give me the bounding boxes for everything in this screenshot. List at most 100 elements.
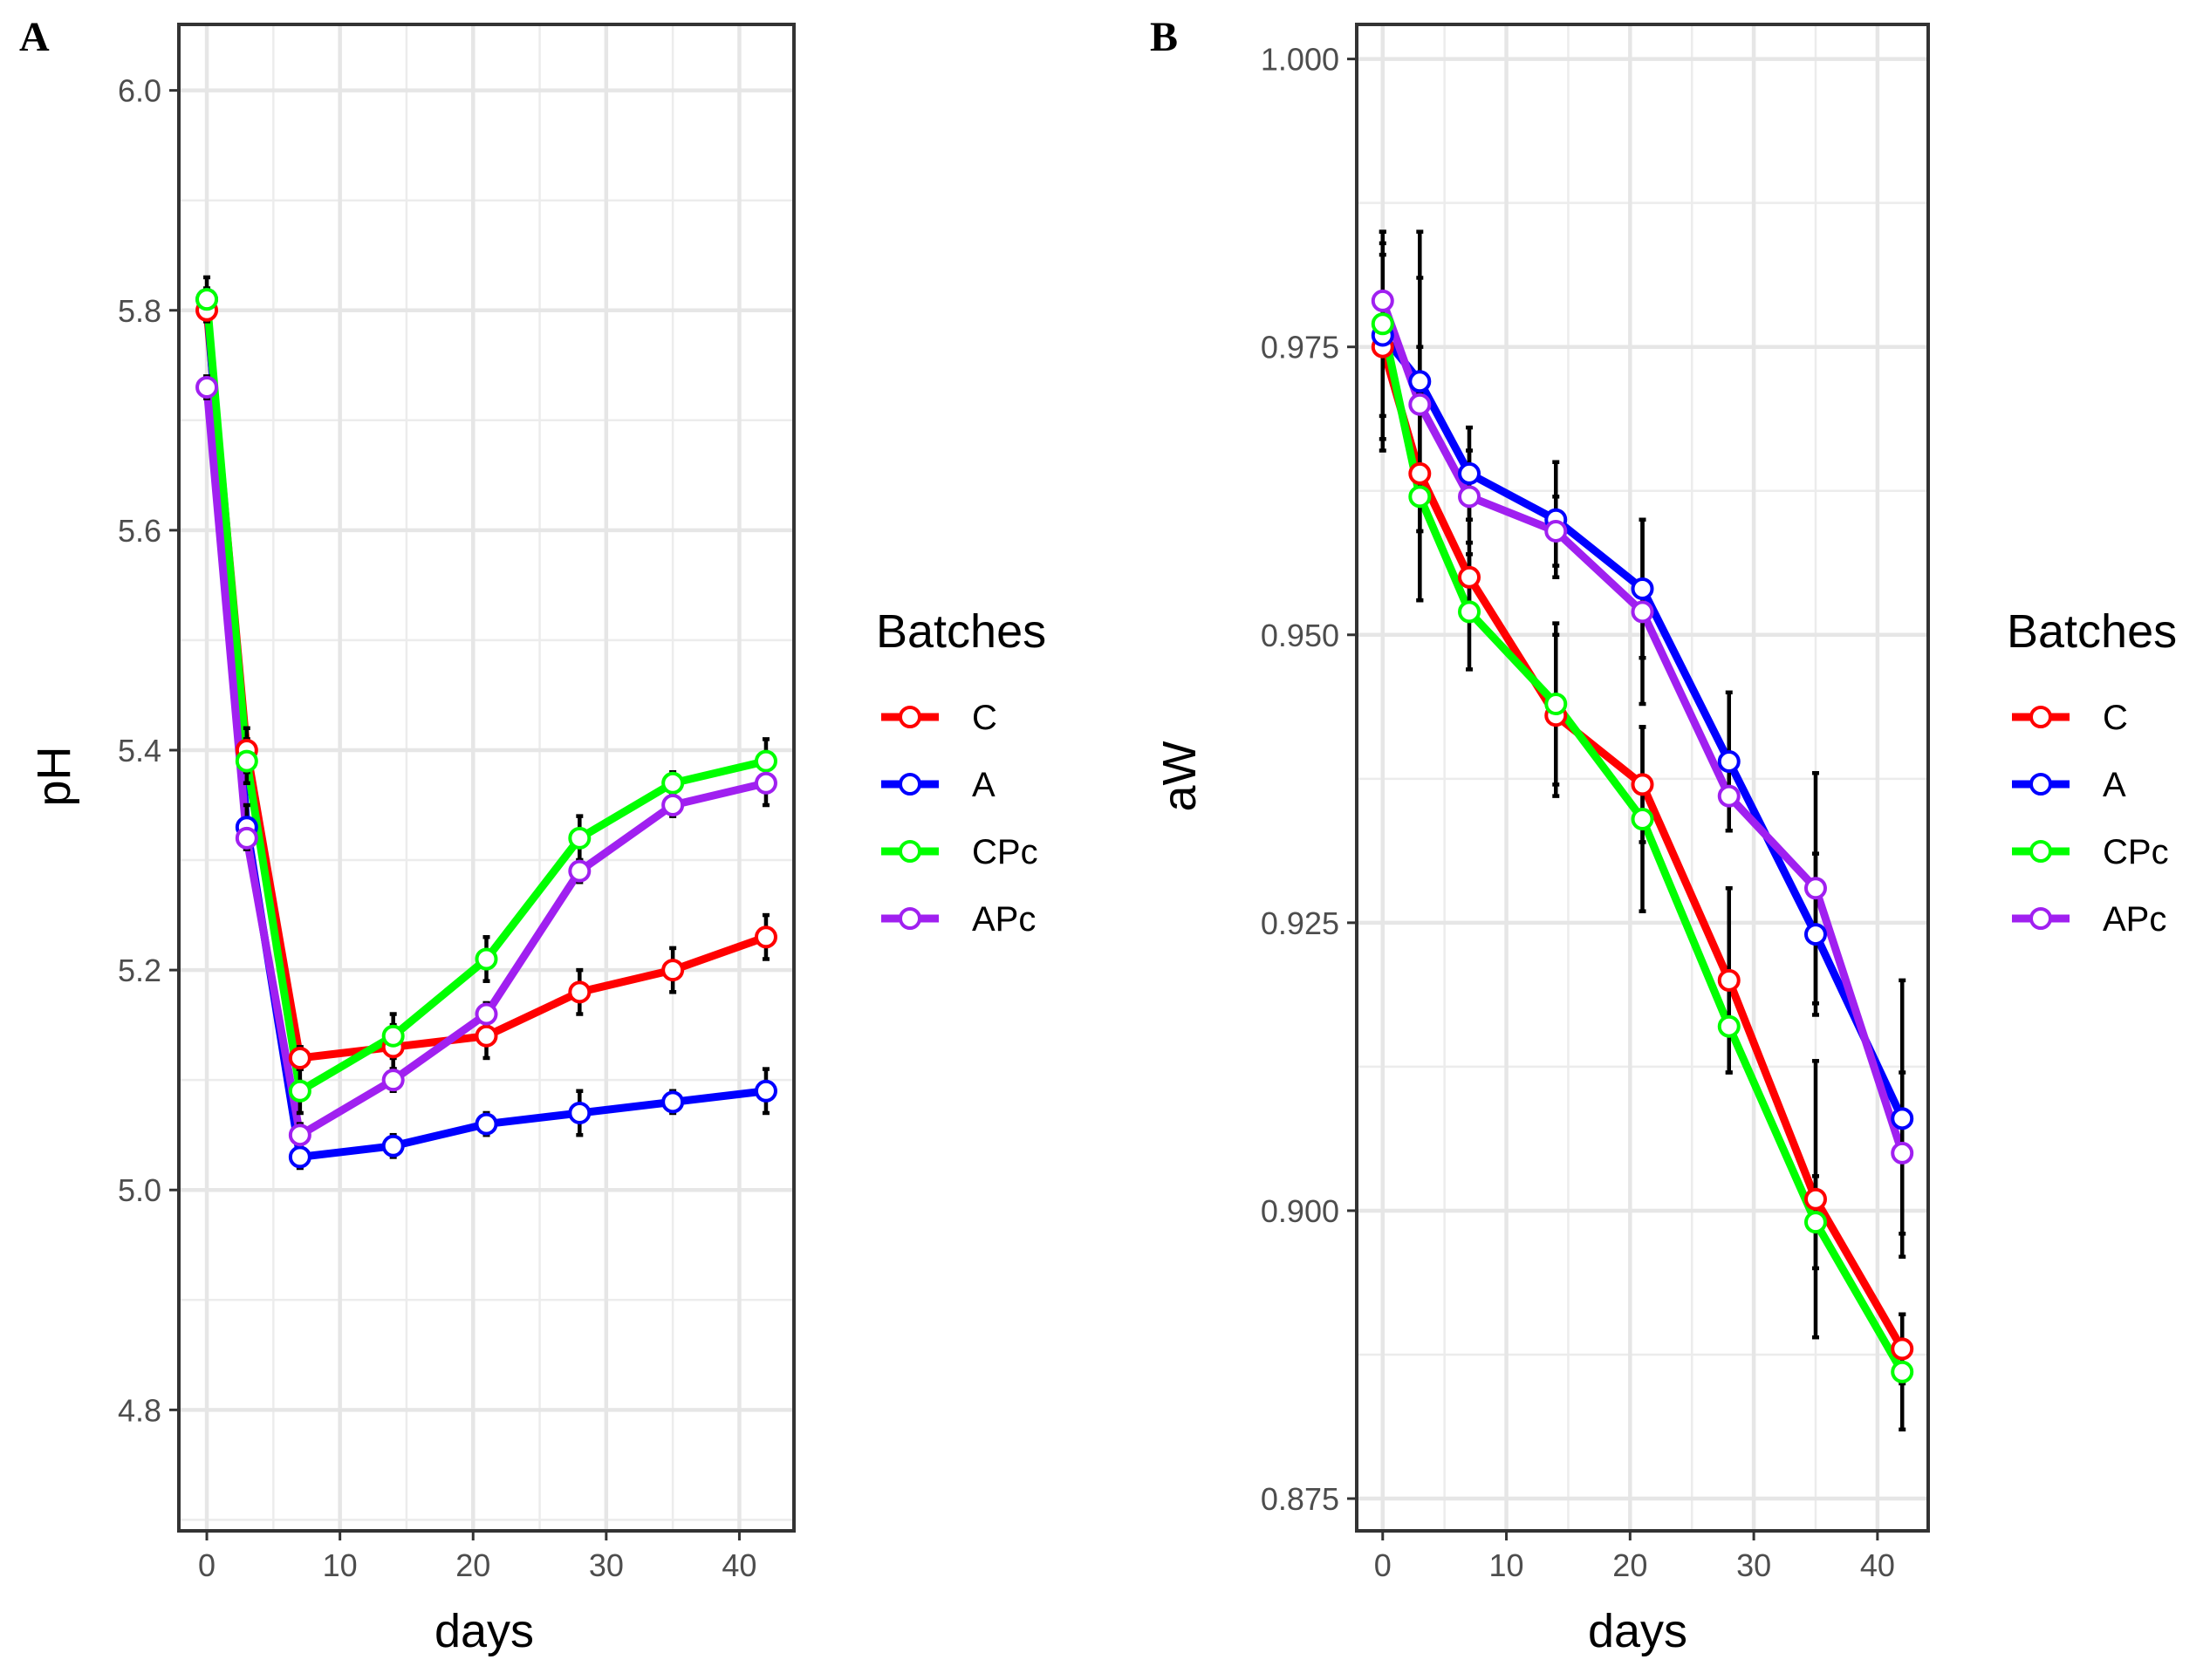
aw-data-point-cpc (1408, 485, 1432, 509)
aw-data-point-apc (1408, 393, 1432, 416)
ph-series-line-cpc (202, 295, 770, 1096)
ph-x-tick-label: 0 (198, 1547, 216, 1583)
aw-x-tick-label: 20 (1612, 1547, 1647, 1583)
aw-data-point-a (1458, 461, 1481, 485)
legend-label: C (2103, 699, 2128, 737)
legend-key-point (899, 907, 921, 930)
ph-data-point-apc (661, 794, 685, 817)
ph-data-point-apc (475, 1002, 498, 1026)
aw-legend: Batches CA CPc APc (2007, 605, 2177, 939)
aw-data-point-c (1631, 773, 1654, 796)
aw-y-tick-label: 0.900 (1261, 1193, 1339, 1229)
panel-a-letter: A (19, 14, 50, 60)
ph-data-point-cpc (381, 1024, 405, 1048)
ph-legend: Batches CA CPc APc (876, 605, 1046, 939)
ph-data-point-apc (235, 826, 258, 850)
aw-data-point-a (1803, 923, 1827, 946)
legend-label: A (2103, 766, 2126, 804)
legend-label: APc (2103, 900, 2166, 939)
aw-y-tick-label: 0.950 (1261, 618, 1339, 653)
legend-key-point (2029, 907, 2052, 930)
aw-series-line-apc (1379, 297, 1906, 1158)
aw-legend-item-c: C (2012, 699, 2128, 737)
legend-label: CPc (2103, 833, 2169, 871)
ph-data-point-a (754, 1079, 777, 1103)
ph-data-point-c (661, 959, 685, 982)
aw-data-point-c (1803, 1187, 1827, 1211)
aw-data-point-apc (1717, 784, 1741, 808)
ph-data-point-cpc (195, 288, 219, 311)
ph-legend-item-apc: APc (881, 900, 1036, 939)
legend-key-point (2029, 706, 2052, 728)
ph-y-tick-label: 4.8 (118, 1392, 161, 1428)
ph-data-point-cpc (568, 826, 592, 850)
ph-data-point-cpc (235, 749, 258, 773)
ph-x-axis-title: days (434, 1605, 534, 1657)
ph-x-tick-label: 30 (589, 1547, 624, 1583)
aw-x-tick-label: 40 (1860, 1547, 1895, 1583)
ph-legend-item-c: C (881, 699, 997, 737)
legend-key-point (899, 840, 921, 863)
legend-key-point (899, 773, 921, 796)
ph-data-point-apc (381, 1069, 405, 1092)
ph-legend-title: Batches (876, 605, 1046, 658)
ph-y-tick-label: 5.0 (118, 1172, 161, 1208)
aw-data-point-a (1631, 577, 1654, 600)
aw-x-tick-label: 0 (1374, 1547, 1392, 1583)
panel-a: A 0 10 20 30 40 4.8 5.0 5.2 5.4 5.6 5.8 6.0 days pH… (19, 14, 1046, 1657)
aw-y-tick-label: 0.975 (1261, 330, 1339, 365)
ph-data-point-a (568, 1101, 592, 1124)
aw-x-tick-label: 10 (1489, 1547, 1524, 1583)
aw-data-point-cpc (1891, 1360, 1914, 1383)
ph-plot-area: 0 10 20 30 40 4.8 5.0 5.2 5.4 5.6 5.8 6.0 (118, 23, 796, 1583)
aw-y-axis-title: aW (1153, 741, 1206, 811)
ph-data-point-apc (195, 375, 219, 399)
aw-x-tick-label: 30 (1736, 1547, 1771, 1583)
aw-data-point-cpc (1458, 600, 1481, 624)
ph-y-tick-label: 6.0 (118, 73, 161, 109)
panel-b-letter: B (1150, 14, 1178, 60)
aw-legend-item-a: A (2012, 766, 2126, 804)
panel-b: B 0 10 20 30 40 0.875 0.900 0.925 0.950 0.975 1.00… (1150, 14, 2177, 1657)
ph-data-point-a (475, 1112, 498, 1136)
aw-series-line-cpc (1379, 319, 1906, 1376)
ph-data-point-c (475, 1024, 498, 1048)
aw-data-point-apc (1458, 485, 1481, 509)
legend-label: CPc (972, 833, 1038, 871)
ph-y-axis-title: pH (28, 746, 80, 806)
aw-x-axis-title: days (1588, 1605, 1687, 1657)
aw-panel-border (1355, 23, 1930, 1533)
legend-key-point (899, 706, 921, 728)
aw-data-point-cpc (1544, 692, 1568, 715)
ph-data-point-cpc (475, 947, 498, 971)
aw-y-tick-label: 0.925 (1261, 905, 1339, 941)
legend-key-point (2029, 840, 2052, 863)
aw-y-tick-label: 0.875 (1261, 1481, 1339, 1517)
aw-data-point-a (1717, 750, 1741, 774)
ph-series-line-apc (202, 383, 770, 1139)
aw-y-tick-label: 1.000 (1261, 42, 1339, 78)
aw-data-point-cpc (1371, 312, 1394, 336)
legend-key-point (2029, 773, 2052, 796)
ph-data-point-apc (288, 1123, 311, 1147)
aw-data-point-cpc (1631, 808, 1654, 831)
ph-data-point-apc (754, 771, 777, 795)
aw-data-point-apc (1631, 600, 1654, 624)
ph-x-tick-label: 40 (722, 1547, 756, 1583)
ph-data-point-a (381, 1134, 405, 1158)
aw-legend-item-cpc: CPc (2012, 833, 2169, 871)
aw-data-point-c (1891, 1337, 1914, 1361)
ph-y-tick-label: 5.2 (118, 953, 161, 988)
ph-data-point-apc (568, 859, 592, 883)
ph-legend-item-a: A (881, 766, 996, 804)
aw-plot-area: 0 10 20 30 40 0.875 0.900 0.925 0.950 0.975 1.000 (1261, 23, 1930, 1583)
aw-data-point-c (1717, 968, 1741, 992)
ph-data-point-a (288, 1145, 311, 1169)
ph-y-tick-label: 5.6 (118, 513, 161, 549)
aw-data-point-a (1408, 370, 1432, 393)
ph-legend-item-cpc: CPc (881, 833, 1038, 871)
aw-data-point-apc (1803, 877, 1827, 900)
ph-y-tick-label: 5.8 (118, 293, 161, 329)
legend-label: A (972, 766, 996, 804)
